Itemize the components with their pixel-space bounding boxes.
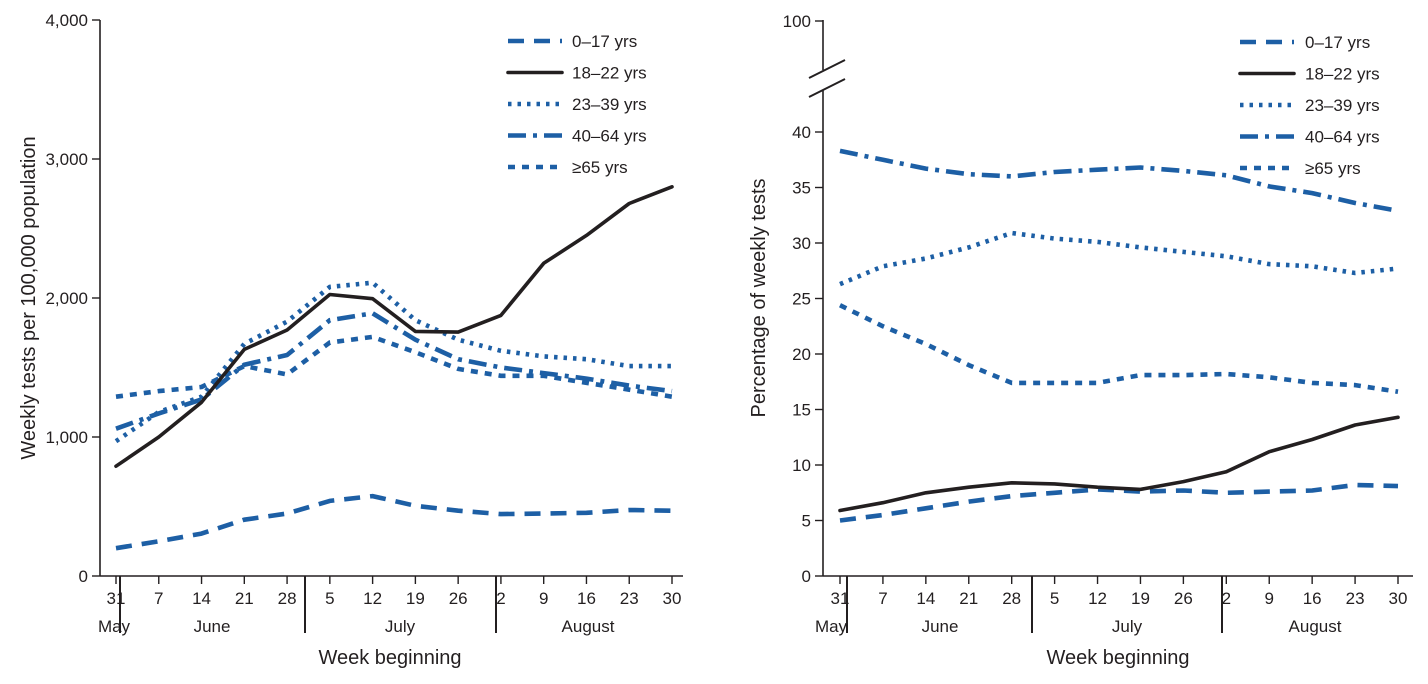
legend-label: 23–39 yrs: [1305, 96, 1380, 115]
x-tick-label: 21: [235, 589, 254, 608]
x-tick-label: 31: [831, 589, 850, 608]
y-tick-label: 35: [792, 179, 811, 198]
legend-label: ≥65 yrs: [572, 158, 628, 177]
legend-label: 0–17 yrs: [1305, 33, 1370, 52]
month-label: August: [1289, 617, 1342, 636]
x-tick-label: 5: [325, 589, 334, 608]
legend-label: 0–17 yrs: [572, 32, 637, 51]
y-tick-label: 2,000: [45, 289, 88, 308]
legend: 0–17 yrs 18–22 yrs 23–39 yrs 40–64 yrs ≥65 y…: [506, 32, 647, 177]
legend-label: 18–22 yrs: [1305, 65, 1380, 84]
legend-label: 40–64 yrs: [572, 127, 647, 146]
x-tick-label: 12: [363, 589, 382, 608]
x-tick-label: 14: [192, 589, 211, 608]
series-line-4: [838, 303, 1399, 394]
series-line-3: [115, 310, 673, 431]
x-tick-label: 31: [107, 589, 126, 608]
y-tick-label: 4,000: [45, 11, 88, 30]
x-axis-title: Week beginning: [318, 647, 461, 669]
axis-break-mark: [808, 78, 846, 98]
y-tick-label: 1,000: [45, 428, 88, 447]
x-tick-label: 30: [663, 589, 682, 608]
month-label: August: [562, 617, 615, 636]
x-tick-label: 30: [1389, 589, 1408, 608]
y-axis-title: Percentage of weekly tests: [748, 178, 770, 417]
month-label: June: [194, 617, 231, 636]
y-tick-label: 25: [792, 290, 811, 309]
y-tick-label: 0: [802, 567, 811, 586]
y-tick-label: 0: [79, 567, 88, 586]
legend: 0–17 yrs 18–22 yrs 23–39 yrs 40–64 yrs ≥65 y…: [1238, 33, 1380, 178]
series-line-2: [114, 280, 672, 444]
series-line-3: [839, 148, 1399, 214]
y-tick-label: 5: [802, 512, 811, 531]
x-tick-label: 7: [154, 589, 163, 608]
axis-break-mark: [808, 59, 846, 79]
x-tick-label: 21: [959, 589, 978, 608]
x-tick-label: 23: [1346, 589, 1365, 608]
x-tick-label: 7: [878, 589, 887, 608]
x-tick-label: 19: [406, 589, 425, 608]
x-tick-label: 28: [1002, 589, 1021, 608]
x-tick-label: 5: [1050, 589, 1059, 608]
x-tick-label: 26: [1174, 589, 1193, 608]
x-tick-label: 9: [1264, 589, 1273, 608]
left-chart-panel: 0 1,000 2,000 3,000 4,000 31 7 14 21 28 5 12 19 26 2 9 1…: [18, 11, 683, 669]
x-tick-label: 9: [539, 589, 548, 608]
y-tick-label: 30: [792, 234, 811, 253]
x-tick-label: 16: [577, 589, 596, 608]
y-tick-label: 15: [792, 401, 811, 420]
x-axis-title: Week beginning: [1046, 647, 1189, 669]
series-line-1: [114, 185, 674, 469]
series-line-0: [115, 493, 673, 551]
legend-label: 40–64 yrs: [1305, 128, 1380, 147]
legend-label: ≥65 yrs: [1305, 159, 1361, 178]
month-label: July: [1112, 617, 1143, 636]
x-tick-label: 2: [1222, 589, 1231, 608]
y-tick-label: 3,000: [45, 150, 88, 169]
series-line-0: [839, 482, 1399, 523]
x-tick-label: 26: [449, 589, 468, 608]
x-tick-label: 14: [916, 589, 935, 608]
legend-label: 18–22 yrs: [572, 64, 647, 83]
y-tick-label: 20: [792, 345, 811, 364]
x-tick-label: 2: [496, 589, 505, 608]
month-label: May: [815, 617, 848, 636]
x-tick-label: 16: [1303, 589, 1322, 608]
y-tick-label: 10: [792, 456, 811, 475]
x-tick-label: 28: [278, 589, 297, 608]
series-line-4: [115, 334, 673, 399]
series-line-1: [838, 415, 1400, 513]
y-tick-label: 100: [783, 12, 811, 31]
x-tick-label: 19: [1131, 589, 1150, 608]
y-axis-title: Weekly tests per 100,000 population: [18, 136, 40, 459]
month-label: July: [385, 617, 416, 636]
right-chart-panel: 0 5 10 15 20 25 30 35 40 100 31 7 14 21 28 5 12 19 26 2 9 16 2…: [748, 12, 1413, 669]
month-label: June: [922, 617, 959, 636]
legend-label: 23–39 yrs: [572, 95, 647, 114]
y-tick-label: 40: [792, 123, 811, 142]
x-tick-label: 23: [620, 589, 639, 608]
series-line-2: [839, 230, 1399, 287]
x-tick-label: 12: [1088, 589, 1107, 608]
month-label: May: [98, 617, 131, 636]
